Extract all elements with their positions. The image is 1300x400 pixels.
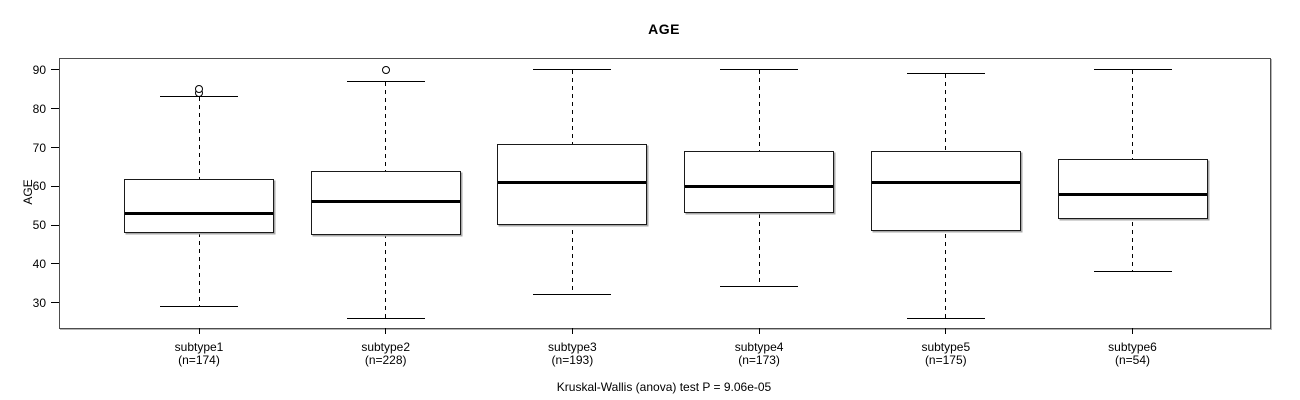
group-count-label: (n=175): [924, 353, 967, 367]
group-label: subtype4: [734, 340, 784, 354]
x-tick-label: subtype2 (n=228): [316, 341, 456, 367]
box-subtype1: [124, 178, 274, 233]
x-tick: [945, 328, 947, 334]
whisker-cap-upper: [720, 69, 799, 71]
chart-title: AGE: [648, 21, 680, 37]
box-subtype4: [684, 151, 835, 214]
box-subtype6: [1057, 159, 1208, 220]
x-tick-label: subtype5 (n=175): [876, 341, 1016, 367]
y-tick-label: 70: [32, 140, 46, 155]
y-tick-label: 60: [32, 179, 46, 194]
y-tick-label: 80: [32, 101, 46, 116]
box-subtype3: [497, 143, 648, 226]
y-tick: [51, 147, 59, 148]
x-tick: [571, 328, 573, 334]
median-line: [685, 184, 834, 188]
group-count-label: (n=173): [738, 353, 780, 367]
group-label: subtype3: [548, 340, 597, 354]
x-tick-label: subtype1 (n=174): [129, 341, 269, 367]
group-label: subtype5: [921, 340, 971, 354]
x-tick-label: subtype4 (n=173): [689, 341, 829, 367]
whisker-cap-upper: [1093, 69, 1172, 71]
x-tick: [198, 328, 200, 334]
y-tick: [51, 302, 59, 304]
x-tick-label: subtype3 (n=193): [502, 341, 642, 367]
x-tick: [758, 328, 760, 334]
median-line: [498, 180, 647, 184]
x-tick: [1132, 328, 1133, 334]
y-tick: [51, 69, 59, 71]
x-tick: [385, 328, 387, 334]
stats-caption: Kruskal-Wallis (anova) test P = 9.06e-05: [556, 380, 772, 394]
median-line: [125, 211, 273, 215]
outlier-point: [381, 65, 390, 74]
group-label: subtype6: [1108, 340, 1157, 354]
median-line: [311, 200, 460, 204]
group-label: subtype1: [174, 340, 224, 354]
whisker-cap-upper: [533, 69, 612, 71]
median-line: [871, 180, 1020, 184]
y-tick: [51, 263, 59, 265]
x-tick-label: subtype6 (n=54): [1063, 341, 1203, 367]
whisker-cap-upper: [346, 80, 425, 82]
plot-area: 30 40 50 60 70 80 90 subtype1 (n=174) subtype2 (n=…: [33, 58, 1271, 367]
y-tick-label: 40: [32, 256, 46, 271]
group-count-label: (n=174): [178, 353, 220, 367]
whisker-cap-lower: [533, 294, 612, 296]
group-count-label: (n=54): [1114, 353, 1151, 367]
group-label: subtype2: [361, 340, 411, 354]
whisker-cap-lower: [906, 317, 985, 319]
median-line: [1058, 192, 1207, 196]
y-tick-label: 30: [32, 295, 46, 310]
whisker-cap-upper: [906, 73, 985, 74]
whisker-cap-lower: [1093, 270, 1172, 272]
whisker-cap-lower: [720, 286, 799, 288]
whisker-cap-lower: [346, 317, 425, 319]
y-tick-label: 90: [32, 62, 46, 77]
box-subtype5: [870, 151, 1021, 231]
y-tick: [51, 224, 59, 226]
y-tick: [51, 108, 59, 110]
whisker-cap-lower: [160, 305, 238, 307]
group-count-label: (n=193): [551, 353, 594, 367]
group-count-label: (n=228): [364, 353, 407, 367]
y-tick-label: 50: [32, 218, 46, 233]
y-tick: [51, 185, 59, 187]
outlier-point: [195, 85, 203, 94]
